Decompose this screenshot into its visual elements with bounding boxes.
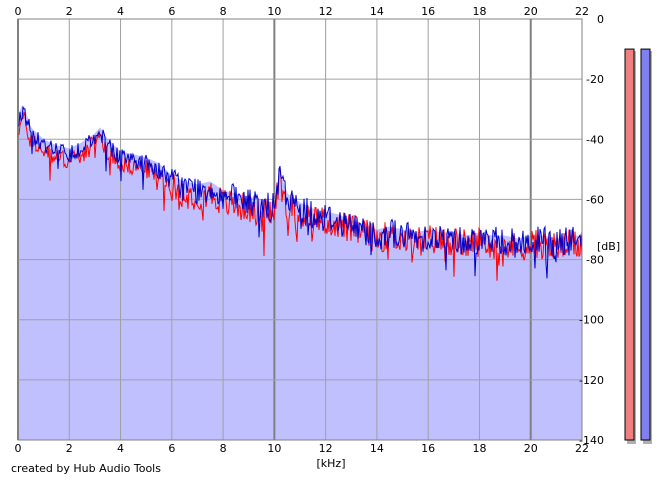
x-tick-label-top: 18 [472, 5, 486, 18]
x-axis-label: [kHz] [317, 457, 346, 470]
y-tick-label: -20 [586, 73, 604, 86]
x-tick-label-bottom: 6 [168, 442, 175, 455]
x-tick-label-bottom: 18 [472, 442, 486, 455]
y-tick-label: -60 [586, 193, 604, 206]
x-tick-label-top: 8 [220, 5, 227, 18]
x-tick-label-top: 6 [168, 5, 175, 18]
x-tick-label-top: 16 [421, 5, 435, 18]
y-ticks-right: 0 -20 -40 -60 -80 -100 -120 -140 [579, 13, 604, 447]
spectrum-area [18, 105, 582, 441]
x-tick-label-bottom: 22 [575, 442, 589, 455]
series-line-2 [17, 105, 583, 279]
x-tick-label-bottom: 12 [319, 442, 333, 455]
x-tick-label-top: 4 [117, 5, 124, 18]
x-tick-label-bottom: 0 [15, 442, 22, 455]
plot-border [17, 18, 583, 441]
level-meter-left [624, 48, 635, 441]
x-tick-label-top: 14 [370, 5, 384, 18]
x-ticks-top: 0 2 4 6 8 10 12 14 16 18 20 22 [15, 5, 590, 18]
y-tick-label: -40 [586, 133, 604, 146]
level-meter-right [640, 48, 651, 441]
credit-text: created by Hub Audio Tools [11, 462, 161, 475]
y-tick-label: -80 [586, 254, 604, 267]
x-tick-label-top: 0 [15, 5, 22, 18]
x-ticks-bottom: 0 2 4 6 8 10 12 14 16 18 20 22 [15, 442, 590, 455]
x-tick-label-top: 22 [575, 5, 589, 18]
y-tick-label: 0 [597, 13, 604, 26]
series-lines [17, 105, 583, 281]
x-tick-label-bottom: 10 [267, 442, 281, 455]
x-tick-label-bottom: 4 [117, 442, 124, 455]
x-tick-label-top: 20 [524, 5, 538, 18]
spectrum-fill [18, 105, 582, 441]
y-axis-label: [dB] [597, 240, 620, 253]
x-tick-label-top: 2 [66, 5, 73, 18]
x-tick-label-bottom: 8 [220, 442, 227, 455]
x-tick-label-top: 12 [319, 5, 333, 18]
x-tick-label-bottom: 14 [370, 442, 384, 455]
y-tick-label: -100 [579, 314, 604, 327]
x-tick-label-bottom: 2 [66, 442, 73, 455]
x-tick-label-top: 10 [267, 5, 281, 18]
x-tick-label-bottom: 20 [524, 442, 538, 455]
y-tick-label: -140 [579, 434, 604, 447]
x-tick-label-bottom: 16 [421, 442, 435, 455]
y-tick-label: -120 [579, 374, 604, 387]
level-meters [624, 48, 652, 444]
